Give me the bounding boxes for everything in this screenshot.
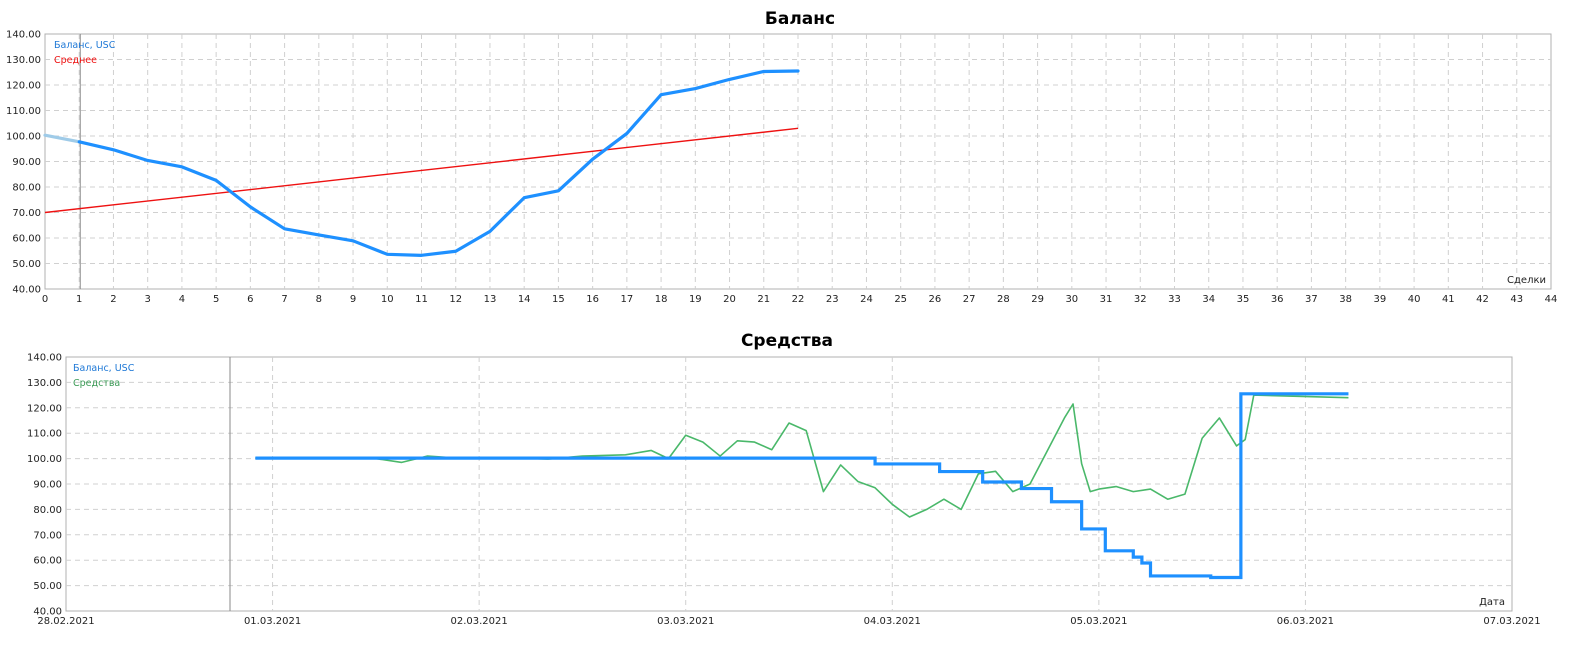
equity-legend-equity: Средства [73,378,120,389]
balance-x-tick-label: 41 [1442,294,1455,305]
balance-x-tick-label: 36 [1271,294,1284,305]
equity-chart: Средства 40.00 50.00 60.00 70.00 80.00 90.00 1… [27,331,1541,627]
balance-x-tick-label: 20 [723,294,736,305]
balance-chart-title: Баланс [765,9,835,29]
balance-x-tick-label: 1 [76,294,82,305]
balance-y-tick-label: 40.00 [12,285,41,296]
balance-legend-average: Среднее [54,55,97,66]
balance-x-tick-label: 22 [792,294,805,305]
balance-x-tick-label: 29 [1031,294,1044,305]
balance-x-tick-label: 24 [860,294,873,305]
balance-x-tick-label: 27 [963,294,976,305]
balance-x-tick-label: 43 [1510,294,1523,305]
balance-x-tick-label: 28 [997,294,1010,305]
balance-x-tick-label: 42 [1476,294,1489,305]
balance-x-tick-label: 14 [518,294,531,305]
balance-x-tick-label: 25 [894,294,907,305]
balance-x-tick-label: 21 [757,294,770,305]
equity-x-tick-label: 28.02.2021 [37,616,94,627]
equity-x-tick-label: 02.03.2021 [451,616,508,627]
balance-y-tick-label: 50.00 [12,259,41,270]
balance-y-tick-label: 100.00 [6,132,41,143]
equity-line [255,394,1349,518]
balance-y-tick-label: 120.00 [6,81,41,92]
equity-y-tick-label: 40.00 [33,607,62,618]
balance-y-tick-label: 130.00 [6,55,41,66]
balance-y-tick-label: 60.00 [12,234,41,245]
equity-x-tick-label: 06.03.2021 [1277,616,1334,627]
balance-x-tick-label: 4 [179,294,185,305]
equity-y-tick-label: 70.00 [33,530,62,541]
balance-y-tick-label: 80.00 [12,183,41,194]
equity-y-tick-label: 140.00 [27,353,62,364]
balance-x-tick-label: 10 [381,294,394,305]
balance-x-tick-label: 3 [144,294,150,305]
equity-y-tick-label: 120.00 [27,403,62,414]
balance-x-tick-label: 8 [316,294,322,305]
equity-y-tick-label: 100.00 [27,454,62,465]
balance-y-tick-label: 70.00 [12,208,41,219]
balance-x-tick-label: 15 [552,294,565,305]
balance-x-tick-label: 40 [1408,294,1421,305]
equity-x-tick-label: 03.03.2021 [657,616,714,627]
balance-x-tick-label: 9 [350,294,356,305]
equity-y-tick-label: 50.00 [33,581,62,592]
balance-x-tick-label: 32 [1134,294,1147,305]
balance-x-tick-label: 30 [1065,294,1078,305]
equity-x-axis-label: Дата [1479,597,1505,608]
balance-x-tick-label: 12 [449,294,462,305]
balance-x-tick-label: 26 [929,294,942,305]
equity-chart-title: Средства [741,331,833,351]
balance-line [77,69,800,257]
balance-initial-segment [43,133,81,144]
balance-x-tick-label: 19 [689,294,702,305]
balance-x-tick-label: 5 [213,294,219,305]
equity-y-tick-label: 90.00 [33,480,62,491]
equity-x-tick-label: 04.03.2021 [864,616,921,627]
balance-x-tick-label: 31 [1100,294,1113,305]
balance-x-tick-label: 7 [281,294,287,305]
equity-y-tick-label: 80.00 [33,505,62,516]
balance-x-tick-label: 35 [1237,294,1250,305]
equity-balance-line [255,392,1349,580]
balance-x-tick-label: 2 [110,294,116,305]
balance-x-tick-label: 38 [1339,294,1352,305]
balance-x-tick-label: 37 [1305,294,1318,305]
balance-y-tick-label: 140.00 [6,30,41,41]
equity-x-tick-label: 07.03.2021 [1483,616,1540,627]
average-line [44,127,799,214]
balance-x-tick-label: 34 [1202,294,1215,305]
equity-y-tick-label: 130.00 [27,378,62,389]
balance-x-tick-label: 17 [620,294,633,305]
balance-x-axis-label: Сделки [1507,275,1546,286]
balance-x-tick-label: 33 [1168,294,1181,305]
equity-y-tick-label: 60.00 [33,556,62,567]
balance-chart: Баланс 40.0050.0060.0070.0080.0090.00100… [6,9,1557,305]
equity-x-tick-label: 05.03.2021 [1070,616,1127,627]
equity-x-tick-label: 01.03.2021 [244,616,301,627]
balance-x-tick-label: 0 [42,294,48,305]
balance-x-tick-label: 39 [1373,294,1386,305]
balance-y-tick-label: 110.00 [6,106,41,117]
balance-x-tick-label: 44 [1545,294,1558,305]
balance-x-tick-label: 11 [415,294,428,305]
balance-x-tick-label: 13 [484,294,497,305]
balance-y-tick-label: 90.00 [12,157,41,168]
balance-legend-balance: Баланс, USC [54,40,116,51]
balance-x-tick-label: 6 [247,294,253,305]
balance-x-tick-label: 18 [655,294,668,305]
equity-legend-balance: Баланс, USC [73,363,135,374]
equity-y-tick-label: 110.00 [27,429,62,440]
balance-x-tick-label: 23 [826,294,839,305]
balance-x-tick-label: 16 [586,294,599,305]
